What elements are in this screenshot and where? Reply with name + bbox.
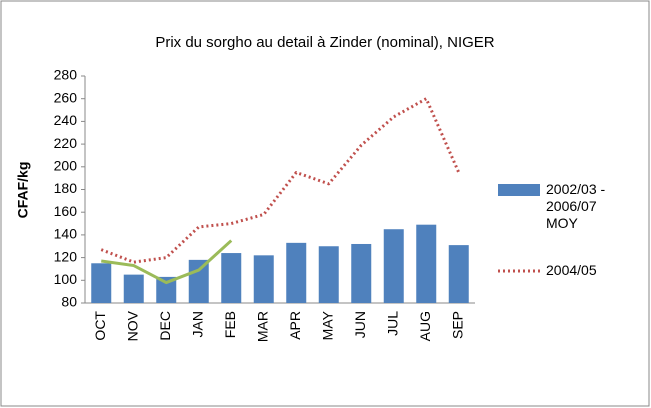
bar — [416, 224, 437, 303]
x-tick-label: MAR — [254, 311, 270, 342]
x-tick-label: NOV — [124, 310, 140, 341]
y-tick-label: 260 — [54, 89, 78, 105]
x-tick-label: MAY — [319, 310, 335, 340]
y-tick-label: 180 — [54, 180, 78, 196]
x-tick-label: SEP — [449, 311, 465, 339]
y-tick-label: 220 — [54, 135, 78, 151]
x-tick-label: FEB — [222, 311, 238, 338]
y-tick-label: 240 — [54, 112, 78, 128]
bar — [383, 229, 404, 303]
y-tick-label: 80 — [61, 294, 77, 310]
bar — [286, 242, 307, 303]
y-tick-label: 200 — [54, 158, 78, 174]
y-axis-label: CFAF/kg — [15, 162, 31, 219]
legend-swatch — [498, 184, 540, 196]
y-tick-label: 160 — [54, 203, 78, 219]
y-tick-label: 140 — [54, 226, 78, 242]
bar — [221, 253, 242, 303]
x-tick-label: JUL — [384, 311, 400, 336]
x-tick-label: APR — [287, 311, 303, 340]
bar — [351, 243, 372, 303]
line — [101, 239, 233, 285]
y-tick-label: 120 — [54, 248, 78, 264]
x-tick-label: DEC — [157, 311, 173, 341]
y-tick-label: 100 — [54, 271, 78, 287]
line — [100, 97, 461, 264]
legend-label: 2002/03 - 2006/07 MOY — [546, 181, 606, 231]
y-tick-label: 280 — [54, 67, 78, 83]
bar — [253, 255, 274, 303]
x-tick-label: AUG — [417, 311, 433, 341]
bar — [448, 245, 469, 303]
bar — [91, 263, 112, 303]
x-tick-label: OCT — [92, 311, 108, 341]
bar — [188, 259, 209, 303]
x-tick-label: JUN — [352, 311, 368, 338]
bar — [156, 276, 177, 303]
legend-label: 2004/05 — [546, 262, 597, 278]
x-tick-label: JAN — [189, 311, 205, 337]
bar — [123, 274, 144, 303]
bar — [318, 246, 339, 303]
chart-title: Prix du sorgho au detail à Zinder (nomin… — [155, 34, 494, 51]
